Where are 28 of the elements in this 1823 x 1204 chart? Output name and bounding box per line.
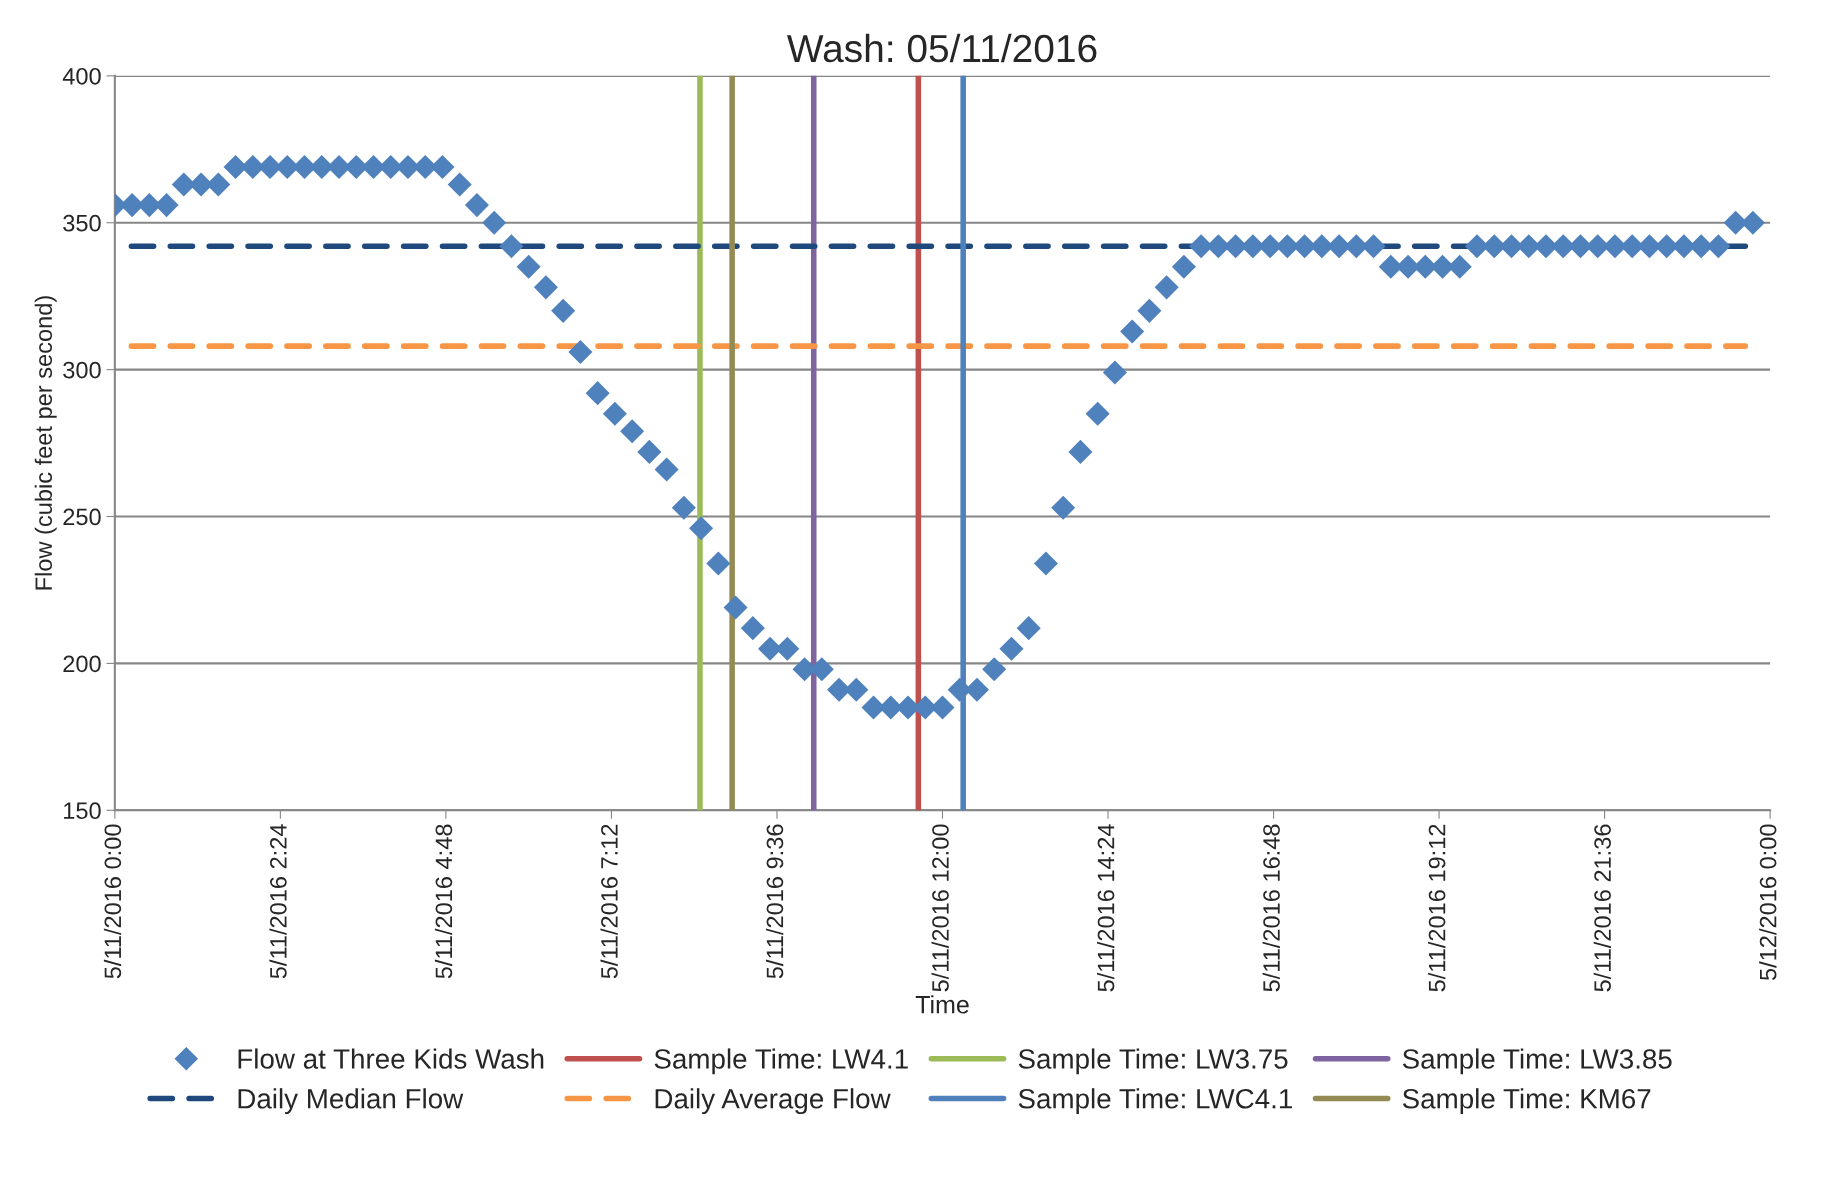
x-tick-label: 5/11/2016 9:36 xyxy=(765,824,784,979)
legend-label: Daily Average Flow xyxy=(655,1088,891,1115)
legend-label: Sample Time: LWC4.1 xyxy=(1018,1088,1292,1115)
x-tick-label: 5/11/2016 4:48 xyxy=(434,824,453,979)
legend-label: Daily Median Flow xyxy=(238,1088,464,1115)
x-tick-label: 5/11/2016 16:48 xyxy=(1262,824,1280,992)
y-tick-label: 250 xyxy=(63,508,101,526)
x-tick-label: 5/11/2016 12:00 xyxy=(931,824,949,992)
x-tick-label: 5/12/2016 0:00 xyxy=(1759,824,1777,981)
x-tick-label: 5/11/2016 2:24 xyxy=(269,824,287,979)
legend-label: Flow at Three Kids Wash xyxy=(238,1048,544,1069)
x-tick-label: 5/11/2016 7:12 xyxy=(600,824,618,979)
x-tick-label: 5/11/2016 14:24 xyxy=(1097,824,1115,992)
chart-title: Wash: 05/11/2016 xyxy=(787,33,1097,63)
legend-label: Sample Time: LW4.1 xyxy=(654,1048,908,1075)
legend-label: Sample Time: LW3.75 xyxy=(1018,1048,1288,1075)
y-tick-label: 200 xyxy=(63,655,101,673)
legend-label: Sample Time: LW3.85 xyxy=(1402,1048,1672,1075)
y-tick-label: 300 xyxy=(63,361,101,379)
y-tick-label: 400 xyxy=(62,67,101,85)
x-tick-label: 5/11/2016 19:12 xyxy=(1428,824,1446,992)
x-axis-title: Time xyxy=(915,995,969,1014)
legend-label: Sample Time: KM67 xyxy=(1402,1088,1651,1115)
y-tick-label: 150 xyxy=(64,802,101,820)
y-tick-label: 350 xyxy=(63,214,101,232)
x-tick-label: 5/11/2016 0:00 xyxy=(103,824,122,979)
y-axis-title: Flow (cubic feet per second) xyxy=(34,296,57,590)
x-tick-label: 5/11/2016 21:36 xyxy=(1593,824,1611,992)
